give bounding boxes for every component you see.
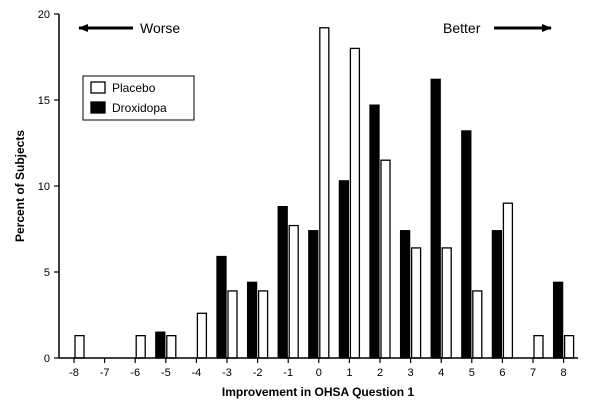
legend-label-droxidopa: Droxidopa xyxy=(112,101,167,115)
bar-droxidopa xyxy=(491,230,503,359)
y-axis-label: Percent of Subjects xyxy=(13,130,27,242)
x-tick-label: 7 xyxy=(530,367,536,379)
x-tick-label: -1 xyxy=(283,367,293,379)
annotation-better: Better xyxy=(443,20,552,36)
bar-placebo xyxy=(288,224,299,359)
x-ticks: -8 -7 -6 -5 -4 -3 -2 -1 0 1 2 3 4 5 6 7 8 xyxy=(69,358,567,379)
x-tick-label: 3 xyxy=(408,367,414,379)
x-tick-label: -5 xyxy=(161,367,171,379)
bar-droxidopa xyxy=(430,78,441,359)
x-axis-label: Improvement in OHSA Question 1 xyxy=(222,385,415,399)
bar-droxidopa xyxy=(552,281,564,359)
x-tick-label: 1 xyxy=(346,367,352,379)
x-tick-label: -7 xyxy=(100,367,110,379)
legend: Placebo Droxidopa xyxy=(82,75,195,121)
bar-placebo xyxy=(319,27,330,359)
y-tick-label: 0 xyxy=(44,353,50,365)
bar-droxidopa xyxy=(461,130,472,359)
bar-droxidopa xyxy=(277,205,288,359)
y-tick-label: 15 xyxy=(38,95,50,107)
x-tick-label: -2 xyxy=(253,367,263,379)
bar-droxidopa xyxy=(399,230,411,359)
bar-placebo xyxy=(533,334,544,359)
x-tick-label: -8 xyxy=(69,367,79,379)
legend-swatch-placebo xyxy=(90,81,106,94)
x-tick-label: 6 xyxy=(499,367,505,379)
x-tick-label: -3 xyxy=(222,367,232,379)
bar-placebo xyxy=(135,334,146,359)
x-tick-label: 4 xyxy=(438,367,444,379)
bar-droxidopa xyxy=(155,331,166,359)
x-tick-label: 8 xyxy=(561,367,567,379)
bar-placebo xyxy=(441,247,452,359)
bar-placebo xyxy=(196,312,208,359)
bar-placebo xyxy=(166,334,177,359)
bar-droxidopa xyxy=(338,180,350,359)
x-tick-label: -4 xyxy=(192,367,202,379)
y-tick-label: 5 xyxy=(44,267,50,279)
x-tick-label: 5 xyxy=(469,367,475,379)
bar-placebo xyxy=(563,334,575,359)
x-tick-label: 2 xyxy=(377,367,383,379)
bar-placebo xyxy=(380,159,391,359)
bar-placebo xyxy=(472,290,483,359)
bar-placebo xyxy=(227,290,238,359)
bar-droxidopa xyxy=(369,104,380,359)
bar-droxidopa xyxy=(246,281,258,359)
y-tick-label: 10 xyxy=(38,181,50,193)
bar-placebo xyxy=(74,334,85,359)
bar-placebo xyxy=(257,290,269,359)
bar-placebo xyxy=(410,247,422,359)
legend-label-placebo: Placebo xyxy=(112,81,156,95)
annotation-worse-label: Worse xyxy=(140,20,180,36)
annotation-better-label: Better xyxy=(443,20,481,36)
bar-placebo xyxy=(349,47,361,359)
legend-swatch-droxidopa xyxy=(90,101,106,114)
bar-droxidopa xyxy=(216,255,227,359)
bars-group xyxy=(74,27,575,359)
bar-droxidopa xyxy=(308,230,319,359)
x-tick-label: 0 xyxy=(316,367,322,379)
bar-placebo xyxy=(502,202,514,359)
y-tick-label: 20 xyxy=(38,9,50,21)
x-tick-label: -6 xyxy=(130,367,140,379)
annotation-worse: Worse xyxy=(78,20,180,36)
y-ticks: 0 5 10 15 20 xyxy=(38,9,59,365)
